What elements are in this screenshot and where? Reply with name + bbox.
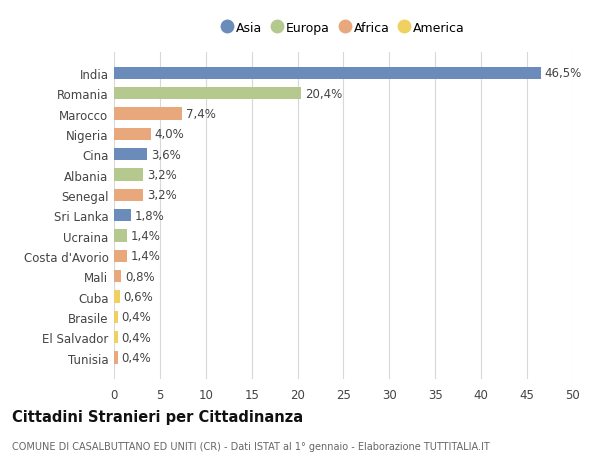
Text: 1,4%: 1,4% bbox=[131, 230, 160, 242]
Bar bbox=[114, 250, 127, 263]
Bar bbox=[114, 230, 127, 242]
Bar bbox=[114, 311, 118, 323]
Bar bbox=[114, 210, 131, 222]
Text: 0,6%: 0,6% bbox=[123, 291, 153, 303]
Text: 0,4%: 0,4% bbox=[121, 311, 151, 324]
Text: 1,8%: 1,8% bbox=[134, 209, 164, 222]
Text: 0,4%: 0,4% bbox=[121, 331, 151, 344]
Text: Cittadini Stranieri per Cittadinanza: Cittadini Stranieri per Cittadinanza bbox=[12, 409, 303, 425]
Text: COMUNE DI CASALBUTTANO ED UNITI (CR) - Dati ISTAT al 1° gennaio - Elaborazione T: COMUNE DI CASALBUTTANO ED UNITI (CR) - D… bbox=[12, 441, 490, 451]
Bar bbox=[114, 270, 121, 283]
Bar bbox=[114, 129, 151, 140]
Legend: Asia, Europa, Africa, America: Asia, Europa, Africa, America bbox=[217, 17, 470, 39]
Bar bbox=[114, 331, 118, 344]
Bar bbox=[114, 149, 147, 161]
Bar bbox=[114, 67, 541, 80]
Text: 3,2%: 3,2% bbox=[147, 168, 177, 182]
Text: 3,2%: 3,2% bbox=[147, 189, 177, 202]
Bar bbox=[114, 169, 143, 181]
Bar bbox=[114, 291, 119, 303]
Text: 1,4%: 1,4% bbox=[131, 250, 160, 263]
Text: 7,4%: 7,4% bbox=[185, 108, 215, 121]
Text: 3,6%: 3,6% bbox=[151, 148, 181, 162]
Text: 46,5%: 46,5% bbox=[545, 67, 582, 80]
Text: 20,4%: 20,4% bbox=[305, 88, 342, 101]
Text: 4,0%: 4,0% bbox=[154, 128, 184, 141]
Bar bbox=[114, 352, 118, 364]
Bar bbox=[114, 190, 143, 202]
Text: 0,8%: 0,8% bbox=[125, 270, 155, 283]
Bar bbox=[114, 108, 182, 120]
Bar bbox=[114, 88, 301, 100]
Text: 0,4%: 0,4% bbox=[121, 351, 151, 364]
